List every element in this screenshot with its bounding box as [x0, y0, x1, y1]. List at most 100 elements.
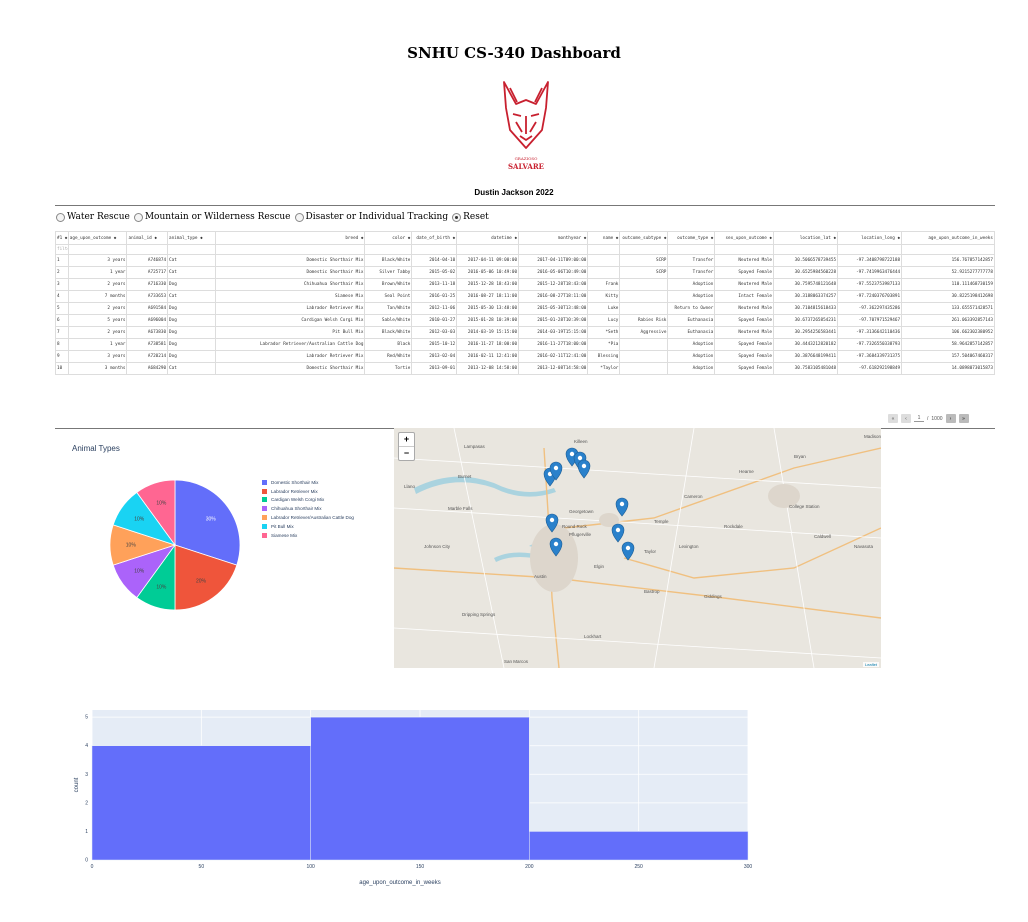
pie-legend: Domestic Shorthair Mix Labrador Retriever… — [262, 478, 354, 540]
column-header[interactable]: monthyear ◆ — [518, 231, 589, 245]
table-cell: 3 — [55, 278, 69, 291]
column-filter-cell[interactable] — [411, 244, 458, 255]
legend-item[interactable]: Domestic Shorthair Mix — [262, 478, 354, 487]
column-filter-cell[interactable] — [837, 244, 903, 255]
legend-item[interactable]: Pit Bull Mix — [262, 522, 354, 531]
column-header[interactable]: outcome_subtype ◆ — [619, 231, 669, 245]
column-header[interactable]: age_upon_outcome_in_weeks — [901, 231, 995, 245]
column-filter-cell[interactable]: filter data... — [55, 244, 69, 255]
column-header[interactable]: #1 ◆ — [55, 231, 69, 245]
table-cell: -97.7419963476444 — [837, 266, 903, 279]
column-header[interactable]: animal_id ◆ — [126, 231, 169, 245]
column-header[interactable]: location_long ◆ — [837, 231, 903, 245]
table-cell: Euthanasia — [667, 326, 716, 339]
map-marker-icon[interactable] — [577, 459, 591, 479]
column-filter-cell[interactable] — [126, 244, 169, 255]
legend-item[interactable]: Chihuahua Shorthair Mix — [262, 504, 354, 513]
table-cell: A684290 — [126, 362, 169, 375]
filter-radio-1[interactable]: Mountain or Wilderness Rescue — [133, 212, 291, 222]
filter-radio-2[interactable]: Disaster or Individual Tracking — [294, 212, 448, 222]
legend-label: Labrador Retriever Mix — [271, 488, 318, 494]
legend-item[interactable]: Labrador Retriever/Australian Cattle Dog — [262, 513, 354, 522]
table-cell: Luke — [587, 302, 621, 315]
location-map[interactable]: Burnet Marble Falls Round Rock Pflugerville… — [394, 428, 881, 668]
map-marker-icon[interactable] — [549, 461, 563, 481]
legend-label: Domestic Shorthair Mix — [271, 479, 319, 485]
column-header[interactable]: date_of_birth ◆ — [411, 231, 458, 245]
column-filter-cell[interactable] — [714, 244, 775, 255]
column-header[interactable]: breed ◆ — [215, 231, 366, 245]
zoom-in-button[interactable]: + — [399, 433, 414, 447]
column-filter-cell[interactable] — [619, 244, 669, 255]
table-cell: Spayed Female — [714, 362, 775, 375]
column-filter-cell[interactable] — [518, 244, 589, 255]
column-filter-cell[interactable] — [901, 244, 995, 255]
radio-button-icon[interactable] — [133, 212, 143, 222]
map-marker-icon[interactable] — [611, 523, 625, 543]
column-filter-cell[interactable] — [67, 244, 128, 255]
radio-button-icon[interactable] — [452, 212, 462, 222]
pie-slice — [136, 479, 176, 547]
map-place-label: Lampasas — [464, 444, 486, 449]
column-filter-cell[interactable] — [773, 244, 839, 255]
column-filter-cell[interactable] — [667, 244, 716, 255]
column-filter-cell[interactable] — [167, 244, 217, 255]
column-header[interactable]: animal_type ◆ — [167, 231, 217, 245]
column-filter-cell[interactable] — [364, 244, 413, 255]
page-number-input[interactable]: 1 — [914, 415, 924, 422]
map-marker-icon[interactable] — [621, 541, 635, 561]
column-header[interactable]: name ◆ — [587, 231, 621, 245]
column-header[interactable]: location_lat ◆ — [773, 231, 839, 245]
map-attribution[interactable]: Leaflet — [862, 662, 879, 667]
filter-radio-0[interactable]: Water Rescue — [56, 212, 130, 222]
prev-page-button[interactable]: ‹ — [901, 414, 911, 423]
pie-slice — [174, 479, 241, 566]
table-cell: 3 years — [67, 254, 128, 267]
table-cell: Spayed Female — [714, 314, 775, 327]
zoom-out-button[interactable]: − — [403, 448, 410, 458]
table-cell: Dog — [167, 302, 217, 315]
column-header[interactable]: sex_upon_outcome ◆ — [714, 231, 775, 245]
filter-row: filter data... — [55, 244, 995, 255]
table-cell: 52.9215277777778 — [901, 266, 995, 279]
table-cell: 5 years — [67, 314, 128, 327]
map-roads — [394, 428, 881, 668]
column-header[interactable]: age_upon_outcome ◆ — [67, 231, 128, 245]
rescue-type-filter: Water Rescue Mountain or Wilderness Rescu… — [56, 212, 491, 222]
column-header[interactable]: outcome_type ◆ — [667, 231, 716, 245]
column-header[interactable]: color ◆ — [364, 231, 413, 245]
legend-item[interactable]: Cardigan Welsh Corgi Mix — [262, 496, 354, 505]
column-filter-cell[interactable] — [215, 244, 366, 255]
map-marker-icon[interactable] — [545, 513, 559, 533]
table-cell: Silver Tabby — [364, 266, 413, 279]
next-page-button[interactable]: › — [945, 414, 956, 423]
legend-item[interactable]: Siamese Mix — [262, 531, 354, 540]
first-page-button[interactable]: « — [888, 414, 898, 423]
table-cell — [587, 266, 621, 279]
radio-button-icon[interactable] — [294, 212, 304, 222]
map-marker-icon[interactable] — [549, 537, 563, 557]
filter-radio-3[interactable]: Reset — [452, 212, 489, 222]
column-header[interactable]: datetime ◆ — [456, 231, 520, 245]
column-filter-cell[interactable] — [587, 244, 621, 255]
table-cell: -97.3684339731375 — [837, 350, 903, 363]
radio-button-icon[interactable] — [56, 212, 65, 222]
legend-item[interactable]: Labrador Retriever Mix — [262, 487, 354, 496]
table-row[interactable]: 10 3 months A684290 Cat Domestic Shorthair M… — [55, 362, 995, 375]
map-marker-icon[interactable] — [615, 497, 629, 517]
table-cell — [619, 302, 669, 315]
table-cell: Labrador Retriever/Australian Cattle Dog — [215, 338, 366, 351]
column-filter-cell[interactable] — [456, 244, 520, 255]
table-cell: 10 — [55, 362, 69, 375]
last-page-button[interactable]: » — [958, 414, 969, 423]
y-tick-label: 2 — [85, 800, 88, 806]
